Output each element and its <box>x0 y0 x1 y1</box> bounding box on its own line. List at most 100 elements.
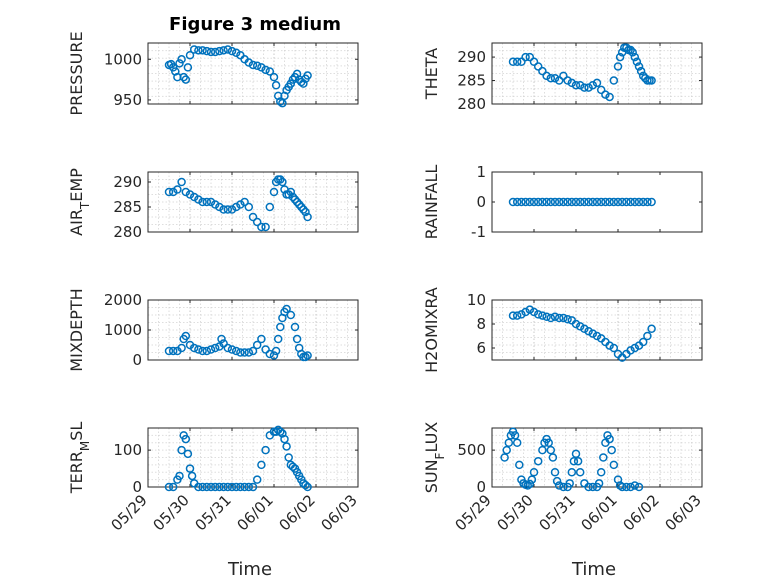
data-point <box>227 345 237 354</box>
data-point <box>563 314 572 324</box>
data-point <box>194 46 203 55</box>
data-point <box>257 460 266 470</box>
grid <box>491 427 703 488</box>
data-point <box>601 90 610 99</box>
data-point <box>244 202 254 212</box>
data-point <box>265 202 275 212</box>
data-point <box>588 197 598 207</box>
data-point <box>183 63 193 72</box>
data-point <box>626 197 635 207</box>
y-axis-label: RAINFALL <box>422 165 441 240</box>
data-point <box>609 343 619 353</box>
y-axis-label: MIXDEPTH <box>67 288 86 371</box>
data-point <box>643 331 652 341</box>
data-point <box>588 329 598 338</box>
axes-box <box>147 171 359 233</box>
data-series <box>508 305 656 362</box>
data-point <box>565 479 574 488</box>
data-point <box>544 438 553 447</box>
data-point <box>630 481 640 490</box>
data-point <box>164 187 174 197</box>
data-point <box>647 76 656 85</box>
data-point <box>527 475 537 484</box>
data-point <box>248 346 258 356</box>
y-tick-label: 6 <box>476 339 486 357</box>
data-point <box>261 222 270 232</box>
data-point <box>244 482 254 492</box>
data-point <box>517 197 526 207</box>
axes-box <box>491 299 703 361</box>
data-point <box>596 468 606 477</box>
data-point <box>500 453 509 462</box>
y-axis-label: H2OMIXRA <box>422 287 441 373</box>
data-point <box>512 57 522 67</box>
data-point <box>276 322 285 332</box>
data-point <box>271 346 281 356</box>
data-point <box>636 66 646 76</box>
data-point <box>269 351 279 360</box>
data-point <box>227 205 237 214</box>
data-point <box>181 75 191 84</box>
y-tick-label: 950 <box>113 91 142 109</box>
data-point <box>521 52 530 62</box>
y-tick-label: 290 <box>457 48 486 66</box>
figure-title: Figure 3 medium <box>169 14 341 35</box>
data-point <box>575 197 585 207</box>
data-point <box>206 47 216 57</box>
data-point <box>236 348 245 357</box>
data-point <box>542 312 551 322</box>
data-point <box>628 48 637 57</box>
data-point <box>303 351 312 360</box>
y-tick-label: -1 <box>471 223 486 241</box>
data-point <box>252 217 262 227</box>
data-point <box>529 57 539 67</box>
data-point <box>173 185 182 194</box>
data-point <box>252 475 262 484</box>
data-point <box>261 65 270 75</box>
data-point <box>567 197 577 207</box>
data-point <box>294 200 304 209</box>
data-series <box>164 45 312 108</box>
data-series <box>500 427 644 492</box>
data-point <box>261 445 270 455</box>
data-point <box>177 177 186 187</box>
data-point <box>575 322 585 331</box>
data-point <box>563 76 572 85</box>
data-point <box>181 434 191 444</box>
data-point <box>206 345 216 354</box>
x-axis-label-left: Time <box>227 559 272 580</box>
x-tick-label: 05/30 <box>494 491 537 534</box>
data-point <box>626 45 635 55</box>
data-point <box>194 195 203 204</box>
data-point <box>546 197 556 207</box>
panel-theta: 280 285 290 THETA <box>422 42 703 113</box>
data-point <box>202 346 212 356</box>
x-axis-label-right: Time <box>571 559 616 580</box>
data-point <box>599 453 608 462</box>
data-point <box>168 63 178 72</box>
x-tick-label: 06/03 <box>318 491 361 534</box>
data-point <box>257 222 266 232</box>
data-point <box>550 312 560 322</box>
data-point <box>550 73 560 83</box>
x-tick-label: 05/29 <box>452 491 495 534</box>
x-tick-label: 05/31 <box>192 491 235 534</box>
data-point <box>202 197 212 207</box>
data-point <box>538 445 547 455</box>
data-point <box>613 62 623 71</box>
data-point <box>546 73 556 83</box>
data-point <box>215 202 224 212</box>
data-point <box>504 438 514 447</box>
data-point <box>517 310 526 319</box>
data-point <box>647 324 656 334</box>
axes-box <box>147 42 359 105</box>
data-point <box>219 46 228 55</box>
data-point <box>168 187 178 197</box>
data-point <box>609 460 619 470</box>
data-series <box>164 304 312 362</box>
data-point <box>223 482 233 492</box>
data-point <box>552 476 562 486</box>
data-point <box>198 197 207 207</box>
y-tick-label: 0 <box>132 351 142 369</box>
y-tick-label: 500 <box>457 441 486 459</box>
